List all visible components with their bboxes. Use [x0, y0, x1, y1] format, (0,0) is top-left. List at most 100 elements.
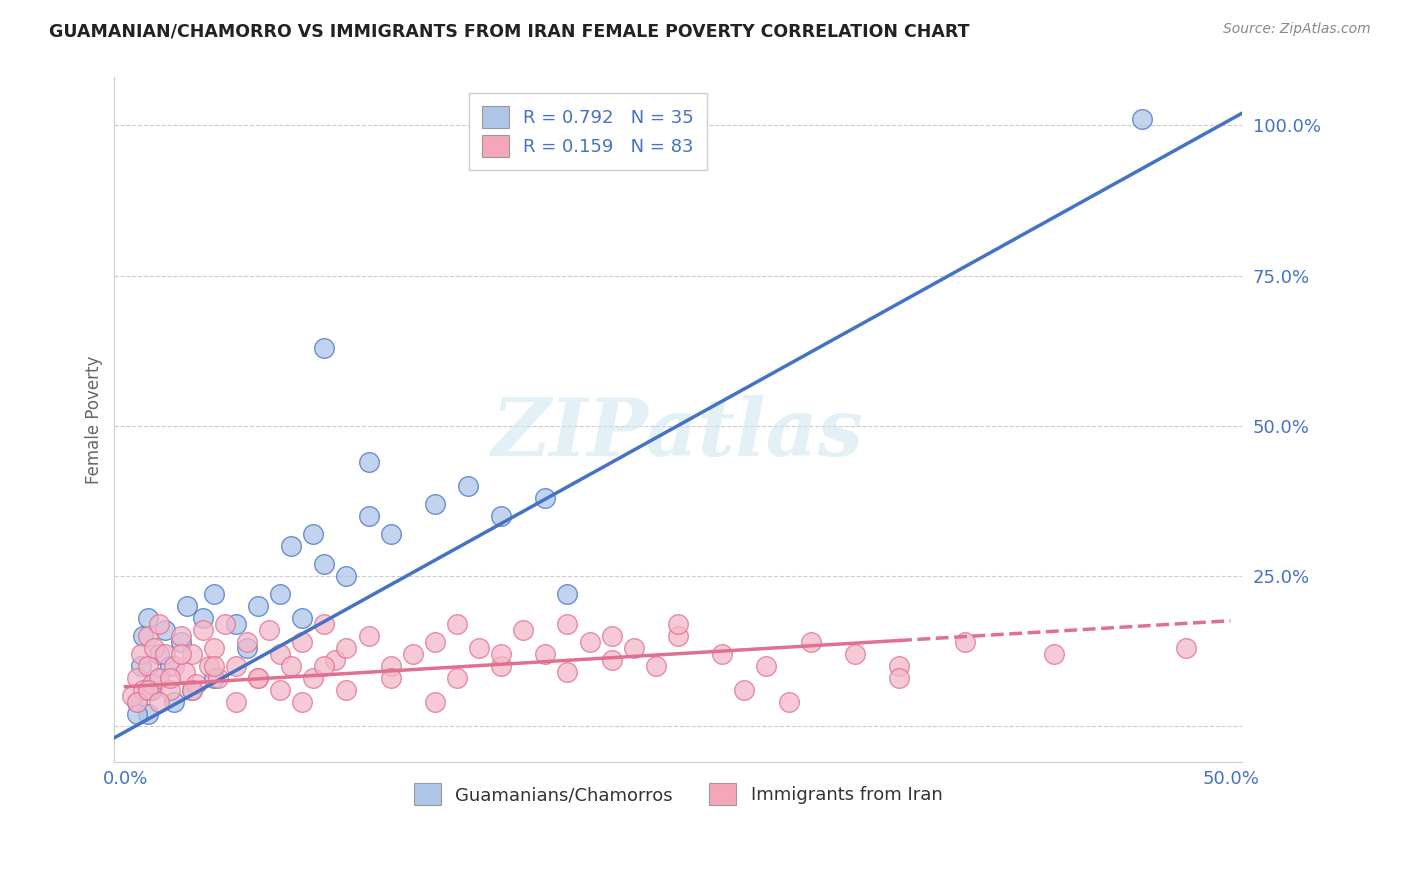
- Point: [186, 677, 208, 691]
- Point: [280, 539, 302, 553]
- Point: [202, 658, 225, 673]
- Point: [534, 647, 557, 661]
- Point: [489, 508, 512, 523]
- Point: [174, 665, 197, 679]
- Point: [225, 695, 247, 709]
- Point: [291, 610, 314, 624]
- Point: [578, 634, 600, 648]
- Point: [198, 658, 221, 673]
- Point: [207, 671, 229, 685]
- Point: [302, 526, 325, 541]
- Point: [1175, 640, 1198, 655]
- Point: [155, 647, 177, 661]
- Point: [247, 671, 270, 685]
- Point: [666, 616, 689, 631]
- Point: [148, 647, 170, 661]
- Point: [148, 616, 170, 631]
- Point: [163, 695, 186, 709]
- Point: [125, 706, 148, 721]
- Point: [557, 587, 579, 601]
- Point: [125, 695, 148, 709]
- Point: [600, 653, 623, 667]
- Point: [778, 695, 800, 709]
- Point: [666, 629, 689, 643]
- Point: [314, 557, 336, 571]
- Point: [125, 671, 148, 685]
- Point: [800, 634, 823, 648]
- Point: [202, 587, 225, 601]
- Point: [623, 640, 645, 655]
- Point: [170, 634, 193, 648]
- Point: [236, 634, 259, 648]
- Point: [225, 658, 247, 673]
- Point: [755, 658, 778, 673]
- Point: [711, 647, 734, 661]
- Point: [280, 658, 302, 673]
- Point: [600, 629, 623, 643]
- Point: [163, 658, 186, 673]
- Point: [180, 647, 202, 661]
- Point: [141, 682, 163, 697]
- Point: [446, 671, 468, 685]
- Point: [143, 640, 166, 655]
- Point: [170, 647, 193, 661]
- Point: [489, 647, 512, 661]
- Point: [132, 682, 155, 697]
- Point: [468, 640, 491, 655]
- Point: [644, 658, 666, 673]
- Point: [148, 695, 170, 709]
- Point: [457, 478, 479, 492]
- Point: [887, 671, 910, 685]
- Point: [129, 647, 152, 661]
- Point: [402, 647, 425, 661]
- Point: [557, 665, 579, 679]
- Point: [325, 653, 347, 667]
- Point: [125, 695, 148, 709]
- Point: [136, 706, 159, 721]
- Point: [121, 689, 143, 703]
- Point: [132, 629, 155, 643]
- Point: [335, 640, 357, 655]
- Point: [733, 682, 755, 697]
- Point: [269, 587, 291, 601]
- Point: [357, 455, 380, 469]
- Point: [1042, 647, 1064, 661]
- Point: [148, 671, 170, 685]
- Point: [247, 599, 270, 613]
- Point: [423, 695, 446, 709]
- Point: [136, 658, 159, 673]
- Text: Source: ZipAtlas.com: Source: ZipAtlas.com: [1223, 22, 1371, 37]
- Point: [844, 647, 866, 661]
- Point: [159, 671, 181, 685]
- Point: [380, 671, 402, 685]
- Point: [148, 671, 170, 685]
- Point: [159, 658, 181, 673]
- Text: ZIPatlas: ZIPatlas: [492, 394, 865, 472]
- Point: [557, 616, 579, 631]
- Point: [291, 634, 314, 648]
- Point: [191, 623, 214, 637]
- Point: [136, 610, 159, 624]
- Point: [446, 616, 468, 631]
- Point: [302, 671, 325, 685]
- Point: [236, 640, 259, 655]
- Point: [155, 623, 177, 637]
- Point: [314, 341, 336, 355]
- Point: [489, 658, 512, 673]
- Point: [136, 629, 159, 643]
- Point: [159, 682, 181, 697]
- Point: [335, 682, 357, 697]
- Point: [214, 616, 236, 631]
- Point: [180, 682, 202, 697]
- Point: [380, 526, 402, 541]
- Legend: Guamanians/Chamorros, Immigrants from Iran: Guamanians/Chamorros, Immigrants from Ir…: [405, 774, 952, 814]
- Point: [247, 671, 270, 685]
- Point: [202, 640, 225, 655]
- Point: [423, 497, 446, 511]
- Point: [335, 568, 357, 582]
- Point: [314, 658, 336, 673]
- Point: [191, 610, 214, 624]
- Point: [269, 682, 291, 697]
- Point: [291, 695, 314, 709]
- Point: [314, 616, 336, 631]
